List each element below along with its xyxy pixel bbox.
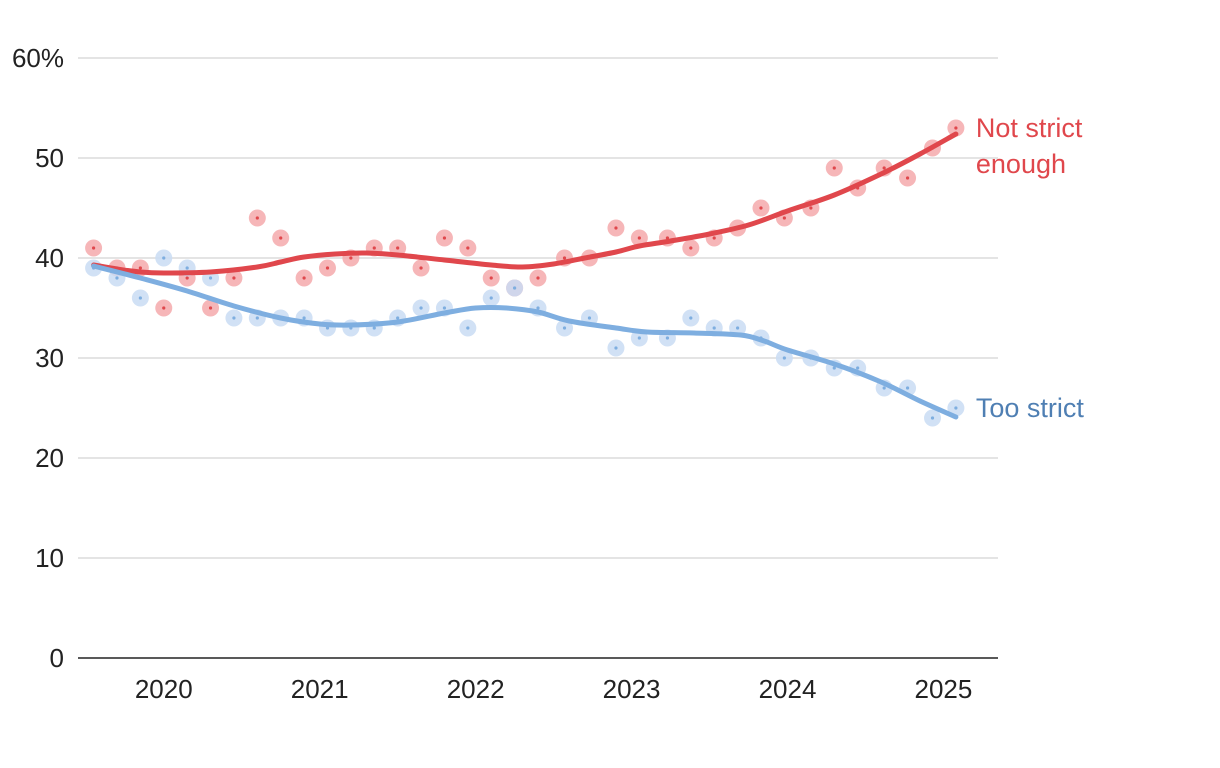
data-point-center	[325, 266, 330, 270]
data-point-center	[856, 366, 860, 370]
x-tick-label: 2022	[447, 674, 505, 704]
x-tick-label: 2025	[915, 674, 973, 704]
grid-layer	[78, 57, 998, 559]
x-tick-label: 2024	[759, 674, 817, 704]
data-point-center	[587, 316, 592, 320]
data-point-center	[782, 356, 786, 360]
y-tick-label: 40	[35, 243, 64, 273]
data-point-center	[372, 246, 376, 250]
y-tick-label: 20	[35, 443, 64, 473]
data-point-center	[637, 236, 641, 240]
y-axis-tick-labels: 0 10 20 30 40 50 60%	[12, 43, 64, 673]
data-point-center	[536, 276, 540, 280]
data-point-center	[279, 236, 283, 240]
trend-lines-layer	[91, 131, 959, 420]
x-tick-label: 2023	[603, 674, 661, 704]
y-tick-label: 30	[35, 343, 64, 373]
data-point-center	[905, 176, 910, 180]
data-point-center	[882, 166, 886, 170]
data-point-center	[665, 236, 670, 240]
data-point-center	[782, 216, 786, 220]
data-point-center	[419, 266, 423, 270]
data-point-center	[665, 336, 670, 340]
data-point-center	[138, 296, 142, 300]
trend-line-not-strict-enough	[91, 131, 959, 276]
data-point-center	[689, 246, 693, 250]
data-point-center	[255, 316, 259, 320]
data-point-center	[162, 256, 166, 260]
data-point-center	[614, 346, 618, 350]
series-end-labels: Not strict enough Too strict	[976, 113, 1085, 423]
y-tick-label: 0	[50, 643, 64, 673]
data-point-center	[302, 316, 306, 320]
y-tick-label: 60%	[12, 43, 64, 73]
data-point-center	[396, 246, 400, 250]
data-points-layer	[85, 119, 965, 427]
data-point-center	[489, 276, 493, 280]
data-point-center	[138, 266, 142, 270]
data-point-center	[513, 286, 517, 290]
data-point-center	[185, 276, 189, 280]
data-point-center	[325, 326, 330, 330]
data-point-center	[882, 386, 886, 390]
y-tick-label: 10	[35, 543, 64, 573]
series-label-line: Too strict	[976, 393, 1085, 423]
data-point-center	[442, 306, 447, 310]
data-point-center	[372, 326, 376, 330]
data-point-center	[905, 386, 910, 390]
x-axis-tick-labels: 2020 2021 2022 2023 2024 2025	[135, 674, 973, 704]
x-tick-label: 2020	[135, 674, 193, 704]
series-points-too-strict	[85, 249, 965, 427]
data-point-center	[637, 336, 641, 340]
data-point-center	[712, 326, 716, 330]
data-point-center	[562, 326, 567, 330]
data-point-center	[466, 326, 470, 330]
data-point-center	[115, 276, 119, 280]
data-point-center	[349, 256, 353, 260]
data-point-center	[954, 126, 958, 130]
series-label-line: Not strict	[976, 113, 1083, 143]
data-point-center	[536, 306, 540, 310]
data-point-center	[466, 246, 470, 250]
data-point-center	[930, 416, 935, 420]
series-label-not-strict-enough: Not strict enough	[976, 113, 1083, 179]
data-point-center	[562, 256, 567, 260]
data-point-center	[712, 236, 716, 240]
data-point-center	[208, 276, 213, 280]
trend-line-too-strict	[91, 263, 959, 420]
data-point-center	[809, 206, 813, 210]
data-point-center	[489, 296, 493, 300]
data-point-center	[689, 316, 693, 320]
x-tick-label: 2021	[291, 674, 349, 704]
data-point-center	[954, 406, 958, 410]
data-point-center	[185, 266, 189, 270]
series-label-line: enough	[976, 149, 1066, 179]
data-point-center	[232, 316, 236, 320]
data-point-center	[302, 276, 306, 280]
data-point-center	[419, 306, 423, 310]
data-point-center	[232, 276, 236, 280]
data-point-center	[255, 216, 259, 220]
data-point-center	[832, 166, 836, 170]
series-label-too-strict: Too strict	[976, 393, 1085, 423]
data-point-center	[759, 206, 763, 210]
data-point-center	[832, 366, 836, 370]
data-point-center	[208, 306, 213, 310]
data-point-center	[735, 326, 740, 330]
data-point-center	[91, 246, 96, 250]
data-point-center	[442, 236, 447, 240]
series-points-not-strict-enough	[85, 119, 965, 317]
data-point-center	[614, 226, 618, 230]
data-point-center	[162, 306, 166, 310]
data-point-center	[396, 316, 400, 320]
y-tick-label: 50	[35, 143, 64, 173]
